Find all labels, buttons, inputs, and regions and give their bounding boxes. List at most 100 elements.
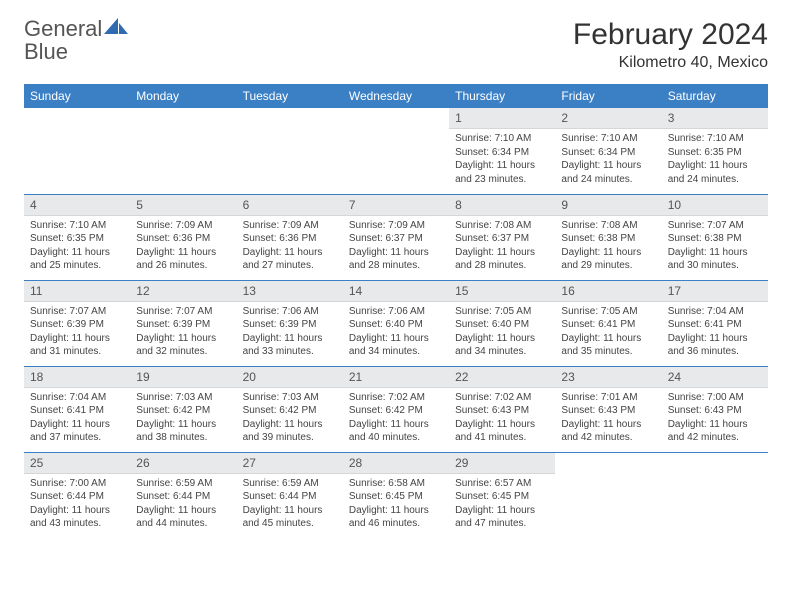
day-number: 29: [449, 453, 555, 474]
daylight-line: Daylight: 11 hours and 39 minutes.: [243, 418, 337, 445]
daylight-line: Daylight: 11 hours and 46 minutes.: [349, 504, 443, 531]
sunset-line: Sunset: 6:44 PM: [30, 490, 124, 504]
daylight-line: Daylight: 11 hours and 24 minutes.: [668, 159, 762, 186]
daylight-line: Daylight: 11 hours and 42 minutes.: [561, 418, 655, 445]
day-number: 19: [130, 367, 236, 388]
daylight-line: Daylight: 11 hours and 28 minutes.: [349, 246, 443, 273]
sunset-line: Sunset: 6:35 PM: [30, 232, 124, 246]
day-number: 14: [343, 281, 449, 302]
sunset-line: Sunset: 6:42 PM: [136, 404, 230, 418]
weekday-header: Wednesday: [343, 84, 449, 108]
calendar-cell: [237, 108, 343, 194]
day-body: Sunrise: 6:59 AMSunset: 6:44 PMDaylight:…: [130, 474, 236, 537]
calendar-cell: 5Sunrise: 7:09 AMSunset: 6:36 PMDaylight…: [130, 194, 236, 280]
day-body: Sunrise: 7:00 AMSunset: 6:43 PMDaylight:…: [662, 388, 768, 451]
sunset-line: Sunset: 6:45 PM: [455, 490, 549, 504]
calendar-cell: 15Sunrise: 7:05 AMSunset: 6:40 PMDayligh…: [449, 280, 555, 366]
calendar-cell: 4Sunrise: 7:10 AMSunset: 6:35 PMDaylight…: [24, 194, 130, 280]
sunrise-line: Sunrise: 7:09 AM: [349, 219, 443, 233]
logo-text-gray: General: [24, 16, 102, 41]
sunrise-line: Sunrise: 7:10 AM: [455, 132, 549, 146]
sunrise-line: Sunrise: 7:01 AM: [561, 391, 655, 405]
day-number: 20: [237, 367, 343, 388]
calendar-cell: 26Sunrise: 6:59 AMSunset: 6:44 PMDayligh…: [130, 452, 236, 538]
daylight-line: Daylight: 11 hours and 36 minutes.: [668, 332, 762, 359]
day-number: 25: [24, 453, 130, 474]
calendar-row: 25Sunrise: 7:00 AMSunset: 6:44 PMDayligh…: [24, 452, 768, 538]
day-number: 13: [237, 281, 343, 302]
daylight-line: Daylight: 11 hours and 47 minutes.: [455, 504, 549, 531]
sunrise-line: Sunrise: 7:03 AM: [136, 391, 230, 405]
sunrise-line: Sunrise: 7:08 AM: [455, 219, 549, 233]
day-number: 28: [343, 453, 449, 474]
sunrise-line: Sunrise: 6:58 AM: [349, 477, 443, 491]
calendar-row: 18Sunrise: 7:04 AMSunset: 6:41 PMDayligh…: [24, 366, 768, 452]
sunrise-line: Sunrise: 7:07 AM: [30, 305, 124, 319]
day-number: 9: [555, 195, 661, 216]
calendar-row: 4Sunrise: 7:10 AMSunset: 6:35 PMDaylight…: [24, 194, 768, 280]
day-number: 27: [237, 453, 343, 474]
day-body: Sunrise: 7:04 AMSunset: 6:41 PMDaylight:…: [662, 302, 768, 365]
day-number: 5: [130, 195, 236, 216]
day-body: Sunrise: 7:09 AMSunset: 6:36 PMDaylight:…: [237, 216, 343, 279]
day-body: Sunrise: 7:08 AMSunset: 6:38 PMDaylight:…: [555, 216, 661, 279]
day-body: Sunrise: 7:08 AMSunset: 6:37 PMDaylight:…: [449, 216, 555, 279]
calendar-cell: 6Sunrise: 7:09 AMSunset: 6:36 PMDaylight…: [237, 194, 343, 280]
daylight-line: Daylight: 11 hours and 27 minutes.: [243, 246, 337, 273]
sunrise-line: Sunrise: 7:07 AM: [136, 305, 230, 319]
daylight-line: Daylight: 11 hours and 43 minutes.: [30, 504, 124, 531]
daylight-line: Daylight: 11 hours and 37 minutes.: [30, 418, 124, 445]
sunrise-line: Sunrise: 7:09 AM: [136, 219, 230, 233]
calendar-cell: 19Sunrise: 7:03 AMSunset: 6:42 PMDayligh…: [130, 366, 236, 452]
day-number: 7: [343, 195, 449, 216]
day-number: 4: [24, 195, 130, 216]
calendar-cell: 9Sunrise: 7:08 AMSunset: 6:38 PMDaylight…: [555, 194, 661, 280]
day-body: Sunrise: 7:04 AMSunset: 6:41 PMDaylight:…: [24, 388, 130, 451]
daylight-line: Daylight: 11 hours and 30 minutes.: [668, 246, 762, 273]
daylight-line: Daylight: 11 hours and 32 minutes.: [136, 332, 230, 359]
day-body: Sunrise: 6:57 AMSunset: 6:45 PMDaylight:…: [449, 474, 555, 537]
title-block: February 2024 Kilometro 40, Mexico: [573, 18, 768, 72]
calendar-cell: 25Sunrise: 7:00 AMSunset: 6:44 PMDayligh…: [24, 452, 130, 538]
day-number: 24: [662, 367, 768, 388]
calendar-cell: 10Sunrise: 7:07 AMSunset: 6:38 PMDayligh…: [662, 194, 768, 280]
daylight-line: Daylight: 11 hours and 45 minutes.: [243, 504, 337, 531]
calendar-cell: 23Sunrise: 7:01 AMSunset: 6:43 PMDayligh…: [555, 366, 661, 452]
weekday-header: Tuesday: [237, 84, 343, 108]
day-body: Sunrise: 7:07 AMSunset: 6:38 PMDaylight:…: [662, 216, 768, 279]
logo-text-blue: Blue: [24, 39, 68, 64]
location: Kilometro 40, Mexico: [573, 54, 768, 72]
day-number: 1: [449, 108, 555, 129]
daylight-line: Daylight: 11 hours and 44 minutes.: [136, 504, 230, 531]
daylight-line: Daylight: 11 hours and 34 minutes.: [349, 332, 443, 359]
day-body: Sunrise: 7:03 AMSunset: 6:42 PMDaylight:…: [237, 388, 343, 451]
day-number: 6: [237, 195, 343, 216]
day-body: Sunrise: 7:09 AMSunset: 6:37 PMDaylight:…: [343, 216, 449, 279]
logo: General Blue: [24, 18, 128, 64]
day-number: 18: [24, 367, 130, 388]
daylight-line: Daylight: 11 hours and 24 minutes.: [561, 159, 655, 186]
daylight-line: Daylight: 11 hours and 23 minutes.: [455, 159, 549, 186]
sunset-line: Sunset: 6:39 PM: [136, 318, 230, 332]
daylight-line: Daylight: 11 hours and 35 minutes.: [561, 332, 655, 359]
calendar-cell: 11Sunrise: 7:07 AMSunset: 6:39 PMDayligh…: [24, 280, 130, 366]
sunrise-line: Sunrise: 7:08 AM: [561, 219, 655, 233]
calendar-cell: 27Sunrise: 6:59 AMSunset: 6:44 PMDayligh…: [237, 452, 343, 538]
calendar-cell: 29Sunrise: 6:57 AMSunset: 6:45 PMDayligh…: [449, 452, 555, 538]
calendar-cell: 17Sunrise: 7:04 AMSunset: 6:41 PMDayligh…: [662, 280, 768, 366]
weekday-header: Sunday: [24, 84, 130, 108]
calendar-cell: [662, 452, 768, 538]
calendar-cell: 13Sunrise: 7:06 AMSunset: 6:39 PMDayligh…: [237, 280, 343, 366]
day-body: Sunrise: 7:02 AMSunset: 6:42 PMDaylight:…: [343, 388, 449, 451]
calendar-cell: 14Sunrise: 7:06 AMSunset: 6:40 PMDayligh…: [343, 280, 449, 366]
daylight-line: Daylight: 11 hours and 26 minutes.: [136, 246, 230, 273]
calendar-cell: 2Sunrise: 7:10 AMSunset: 6:34 PMDaylight…: [555, 108, 661, 194]
day-body: Sunrise: 7:03 AMSunset: 6:42 PMDaylight:…: [130, 388, 236, 451]
logo-sail-icon: [104, 18, 128, 36]
day-body: Sunrise: 7:07 AMSunset: 6:39 PMDaylight:…: [24, 302, 130, 365]
calendar-cell: 22Sunrise: 7:02 AMSunset: 6:43 PMDayligh…: [449, 366, 555, 452]
sunset-line: Sunset: 6:41 PM: [561, 318, 655, 332]
calendar-cell: 7Sunrise: 7:09 AMSunset: 6:37 PMDaylight…: [343, 194, 449, 280]
calendar-cell: 21Sunrise: 7:02 AMSunset: 6:42 PMDayligh…: [343, 366, 449, 452]
day-number: 8: [449, 195, 555, 216]
